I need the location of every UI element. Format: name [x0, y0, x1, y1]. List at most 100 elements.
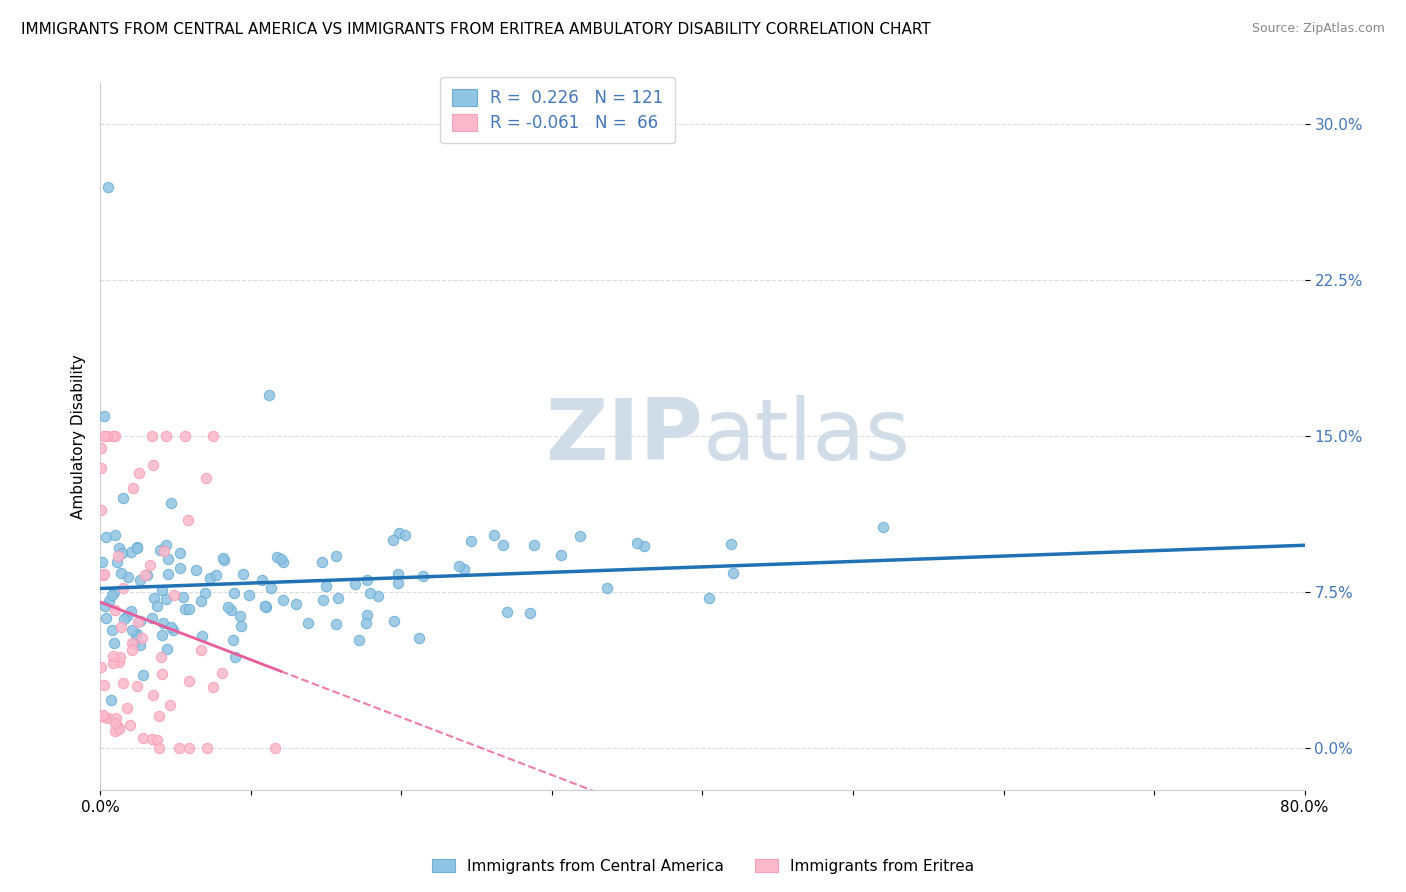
Point	[315, 579, 337, 593]
Point	[872, 519, 894, 533]
Point	[697, 591, 720, 605]
Point	[142, 458, 165, 472]
Point	[156, 566, 179, 581]
Point	[232, 566, 254, 581]
Point	[219, 603, 242, 617]
Point	[254, 599, 277, 614]
Point	[93, 409, 115, 423]
Point	[150, 649, 173, 664]
Point	[129, 614, 152, 628]
Point	[90, 555, 112, 569]
Point	[155, 429, 177, 443]
Point	[359, 586, 381, 600]
Point	[104, 724, 127, 739]
Point	[394, 528, 416, 542]
Point	[270, 552, 292, 566]
Point	[111, 546, 134, 560]
Point	[387, 576, 409, 591]
Point	[492, 539, 515, 553]
Point	[460, 534, 482, 549]
Point	[104, 710, 127, 724]
Point	[142, 689, 165, 703]
Point	[125, 628, 148, 642]
Point	[550, 549, 572, 563]
Point	[218, 600, 240, 615]
Point	[107, 541, 129, 556]
Point	[96, 530, 118, 544]
Point	[94, 599, 117, 613]
Point	[285, 598, 308, 612]
Point	[141, 731, 163, 746]
Point	[356, 615, 378, 630]
Point	[127, 541, 149, 555]
Point	[325, 617, 347, 632]
Point	[253, 599, 276, 613]
Point	[97, 179, 120, 194]
Point	[132, 731, 155, 745]
Point	[260, 582, 283, 596]
Point	[387, 566, 409, 581]
Point	[519, 606, 541, 620]
Point	[128, 573, 150, 587]
Point	[356, 574, 378, 588]
Point	[110, 566, 132, 580]
Point	[128, 467, 150, 481]
Point	[103, 585, 125, 599]
Point	[382, 614, 405, 628]
Point	[195, 471, 218, 485]
Point	[127, 680, 149, 694]
Point	[97, 594, 120, 608]
Point	[118, 718, 141, 732]
Legend: R =  0.226   N = 121, R = -0.061   N =  66: R = 0.226 N = 121, R = -0.061 N = 66	[440, 77, 675, 144]
Point	[117, 570, 139, 584]
Point	[110, 620, 132, 634]
Point	[136, 568, 159, 582]
Point	[160, 619, 183, 633]
Point	[190, 643, 212, 657]
Point	[94, 429, 117, 443]
Point	[222, 585, 245, 599]
Point	[626, 536, 648, 550]
Point	[96, 429, 118, 443]
Point	[325, 549, 347, 563]
Point	[91, 707, 114, 722]
Point	[155, 538, 177, 552]
Point	[127, 615, 149, 629]
Point	[633, 540, 655, 554]
Point	[148, 741, 170, 756]
Point	[101, 589, 124, 603]
Point	[107, 549, 129, 563]
Point	[311, 555, 333, 569]
Point	[117, 609, 139, 624]
Point	[174, 429, 197, 443]
Point	[356, 607, 378, 622]
Point	[143, 591, 166, 606]
Point	[252, 573, 274, 587]
Point	[152, 544, 174, 558]
Point	[103, 649, 125, 664]
Point	[254, 600, 277, 615]
Point	[132, 668, 155, 682]
Point	[101, 623, 124, 637]
Point	[194, 586, 217, 600]
Point	[104, 602, 127, 616]
Point	[195, 741, 218, 756]
Point	[90, 502, 112, 516]
Point	[108, 649, 131, 664]
Legend: Immigrants from Central America, Immigrants from Eritrea: Immigrants from Central America, Immigra…	[426, 853, 980, 880]
Point	[90, 660, 112, 674]
Point	[121, 643, 143, 657]
Point	[162, 623, 184, 637]
Point	[148, 709, 170, 723]
Point	[177, 513, 200, 527]
Point	[229, 609, 252, 624]
Point	[91, 568, 114, 582]
Point	[134, 568, 156, 582]
Text: IMMIGRANTS FROM CENTRAL AMERICA VS IMMIGRANTS FROM ERITREA AMBULATORY DISABILITY: IMMIGRANTS FROM CENTRAL AMERICA VS IMMIG…	[21, 22, 931, 37]
Point	[141, 429, 163, 443]
Point	[150, 667, 173, 681]
Point	[93, 429, 115, 443]
Point	[311, 593, 333, 607]
Point	[201, 680, 224, 694]
Text: ZIP: ZIP	[544, 395, 703, 478]
